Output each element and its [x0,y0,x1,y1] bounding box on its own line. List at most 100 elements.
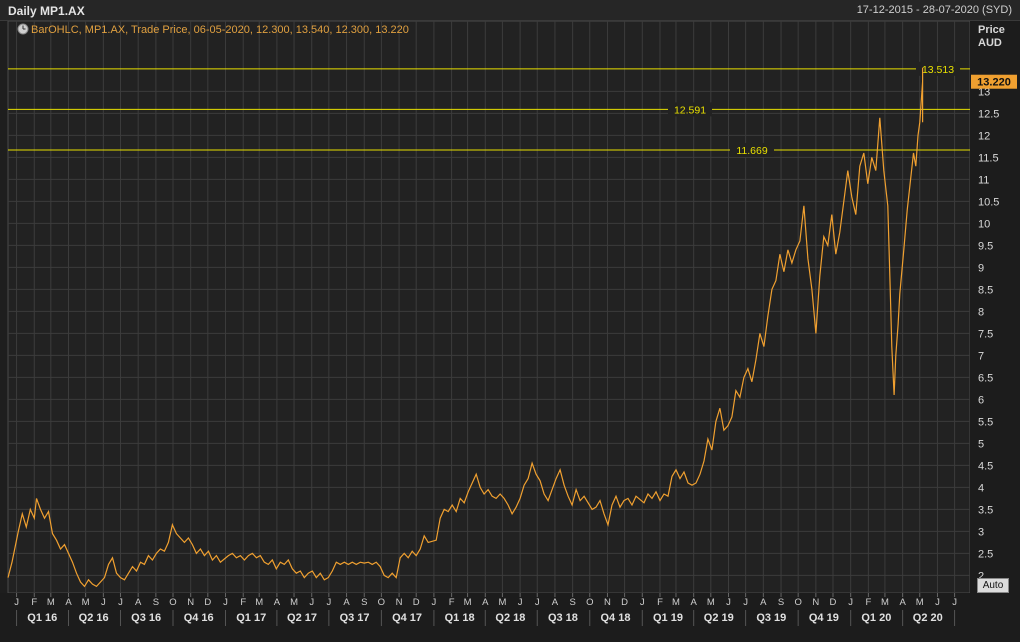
month-tick-label: F [449,597,455,608]
plot-background [7,20,971,594]
y-tick-label: 4.5 [978,460,993,472]
month-tick-label: F [240,597,246,608]
month-tick-label: A [135,597,142,608]
month-tick-label: A [274,597,281,608]
month-tick-label: M [498,597,506,608]
y-tick-label: 7 [978,350,984,362]
quarter-label: Q2 19 [704,612,734,624]
date-range: 17-12-2015 - 28-07-2020 (SYD) [856,4,1012,16]
quarter-label: Q3 16 [131,612,161,624]
month-tick-label: J [848,597,853,608]
month-tick-label: J [952,597,957,608]
y-tick-label: 10 [978,218,990,230]
month-tick-label: N [396,597,403,608]
y-tick-label: 5.5 [978,416,993,428]
horizontal-levels: 13.513 12.591 11.669 [8,61,970,157]
month-tick-label: J [432,597,437,608]
month-tick-label: M [672,597,680,608]
horizontal-level-label: 12.591 [674,104,706,116]
month-tick-label: D [413,597,420,608]
month-tick-label: F [865,597,871,608]
quarter-label: Q4 17 [392,612,422,624]
y-tick-label: 12.5 [978,108,999,120]
quarter-label: Q2 18 [495,612,525,624]
quarter-label: Q3 18 [548,612,578,624]
quarter-label: Q4 19 [809,612,839,624]
y-tick-label: 11.5 [978,152,999,164]
month-tick-label: A [691,597,698,608]
price-series-line [7,67,924,588]
horizontal-level-label: 11.669 [736,145,767,157]
last-price-badge [971,74,1017,89]
y-tick-label: 12 [978,130,990,142]
month-tick-label: N [187,597,194,608]
month-tick-label: M [707,597,715,608]
y-axis-title-currency: AUD [978,37,1002,49]
quarter-label: Q1 18 [445,612,475,624]
y-axis-background [970,21,1020,593]
month-tick-label: O [378,597,385,608]
month-tick-label: S [778,597,784,608]
y-tick-label: 3 [978,526,984,538]
quarter-label: Q3 17 [340,612,370,624]
last-price-label: 13.220 [977,77,1011,89]
month-tick-label: J [326,597,331,608]
month-tick-label: M [255,597,263,608]
y-axis-title-price: Price [978,24,1005,36]
month-tick-label: M [881,597,889,608]
quarter-label: Q3 19 [756,612,786,624]
y-tick-label: 11 [978,174,989,186]
level-label-bg [916,61,960,76]
month-tick-label: J [223,597,228,608]
month-tick-label: O [169,597,176,608]
legend: BarOHLC, MP1.AX, Trade Price, 06-05-2020… [17,23,409,36]
month-tick-label: N [604,597,611,608]
auto-scale-button[interactable]: Auto [977,578,1009,593]
month-tick-label: M [464,597,472,608]
month-tick-label: J [118,597,123,608]
quarter-label: Q2 20 [913,612,943,624]
y-tick-label: 8 [978,306,984,318]
grid-lines [8,21,970,593]
month-tick-label: O [794,597,801,608]
level-label-bg [668,102,712,117]
month-tick-label: A [899,597,906,608]
month-tick-label: A [65,597,72,608]
month-tick-label: F [31,597,37,608]
month-tick-label: J [14,597,19,608]
month-tick-label: J [518,597,523,608]
quarter-label: Q4 18 [600,612,630,624]
month-tick-label: M [290,597,298,608]
title-bar: Daily MP1.AX 17-12-2015 - 28-07-2020 (SY… [0,0,1020,21]
quarter-label: Q1 20 [861,612,891,624]
month-tick-label: M [916,597,924,608]
quarter-label: Q1 19 [653,612,683,624]
month-tick-label: F [657,597,663,608]
quarter-label: Q2 17 [287,612,317,624]
month-tick-label: S [361,597,367,608]
y-tick-label: 2 [978,570,984,582]
y-tick-label: 9.5 [978,240,993,252]
month-tick-label: M [82,597,90,608]
horizontal-level-label: 13.513 [922,64,954,76]
month-tick-label: D [204,597,211,608]
quarter-label: Q1 17 [236,612,266,624]
month-tick-label: A [552,597,559,608]
y-tick-label: 7.5 [978,328,993,340]
month-tick-label: J [640,597,645,608]
month-tick-label: J [309,597,314,608]
month-tick-label: J [743,597,748,608]
month-tick-label: J [935,597,940,608]
month-tick-label: D [621,597,628,608]
legend-text: BarOHLC, MP1.AX, Trade Price, 06-05-2020… [31,24,409,36]
y-tick-label: 3.5 [978,504,993,516]
level-label-bg [730,142,774,157]
y-tick-label: 9 [978,262,984,274]
y-tick-label: 8.5 [978,284,993,296]
month-tick-label: A [760,597,767,608]
chart-title: Daily MP1.AX [8,4,85,18]
x-axis-background [0,593,1020,642]
month-tick-label: N [812,597,819,608]
